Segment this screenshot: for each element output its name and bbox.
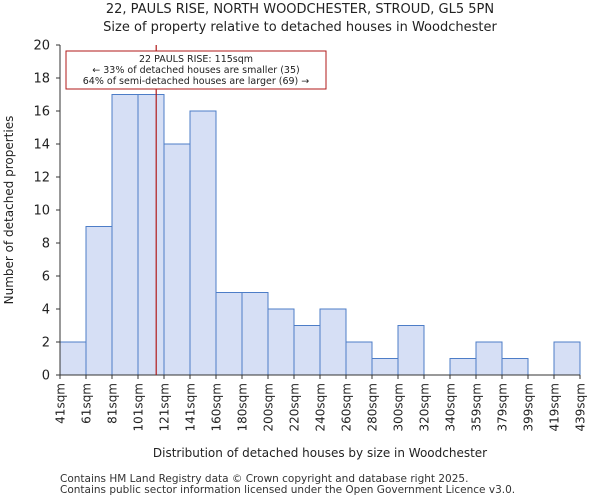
x-tick-label: 180sqm [236,383,250,431]
x-tick-label: 359sqm [470,383,484,431]
x-tick-label: 160sqm [210,383,224,431]
y-tick-label: 8 [42,237,50,252]
bar-280sqm [371,358,399,376]
x-tick-label: 320sqm [418,383,432,431]
x-tick-label: 61sqm [80,383,94,424]
x-tick-label: 240sqm [314,383,328,431]
y-tick-label: 16 [33,105,50,120]
annotation-line-2: ← 33% of detached houses are smaller (35… [92,65,299,76]
bar-141sqm [189,110,217,376]
y-tick-label: 14 [33,138,50,153]
x-tick-label: 41sqm [54,383,68,424]
x-tick-label: 300sqm [392,383,406,431]
bar-160sqm [215,292,243,376]
x-tick-label: 419sqm [548,383,562,431]
bar-61sqm [85,226,113,376]
bar-359sqm [475,341,503,376]
bar-81sqm [111,94,139,376]
chart-subtitle: Size of property relative to detached ho… [103,20,497,35]
bar-41sqm [59,341,87,376]
chart-title: 22, PAULS RISE, NORTH WOODCHESTER, STROU… [105,2,495,17]
y-tick-label: 18 [33,72,50,87]
x-tick-label: 220sqm [288,383,302,431]
bar-300sqm [397,325,425,376]
y-tick-label: 12 [33,171,50,186]
x-tick-label: 399sqm [522,383,536,431]
x-tick-label: 101sqm [132,383,146,431]
x-tick-label: 81sqm [106,383,120,424]
footer-line-2: Contains public sector information licen… [60,484,516,496]
annotation-line-1: 22 PAULS RISE: 115sqm [139,54,253,65]
bar-240sqm [319,308,347,376]
x-tick-label: 121sqm [158,383,172,431]
y-tick-label: 4 [42,303,50,318]
y-tick-label: 10 [33,204,50,219]
bar-101sqm [137,94,165,376]
bar-419sqm [553,341,581,376]
annotation-line-3: 64% of semi-detached houses are larger (… [83,76,310,87]
bar-121sqm [163,143,191,376]
x-tick-label: 340sqm [444,383,458,431]
y-tick-label: 6 [42,270,50,285]
bar-200sqm [267,308,295,376]
bar-180sqm [241,292,269,376]
y-tick-label: 0 [42,369,50,384]
bar-379sqm [501,358,529,376]
footer-line-1: Contains HM Land Registry data © Crown c… [60,473,469,485]
bar-340sqm [449,358,477,376]
x-tick-label: 141sqm [184,383,198,431]
y-tick-label: 20 [33,39,50,54]
bar-260sqm [345,341,373,376]
annotation-box: 22 PAULS RISE: 115sqm ← 33% of detached … [65,50,327,90]
x-tick-label: 280sqm [366,383,380,431]
bar-220sqm [293,325,321,376]
x-axis-label: Distribution of detached houses by size … [153,446,487,460]
x-tick-label: 379sqm [496,383,510,431]
x-tick-label: 200sqm [262,383,276,431]
y-axis-label: Number of detached properties [2,116,16,305]
y-tick-label: 2 [42,336,50,351]
x-tick-label: 260sqm [340,383,354,431]
x-tick-label: 439sqm [574,383,588,431]
